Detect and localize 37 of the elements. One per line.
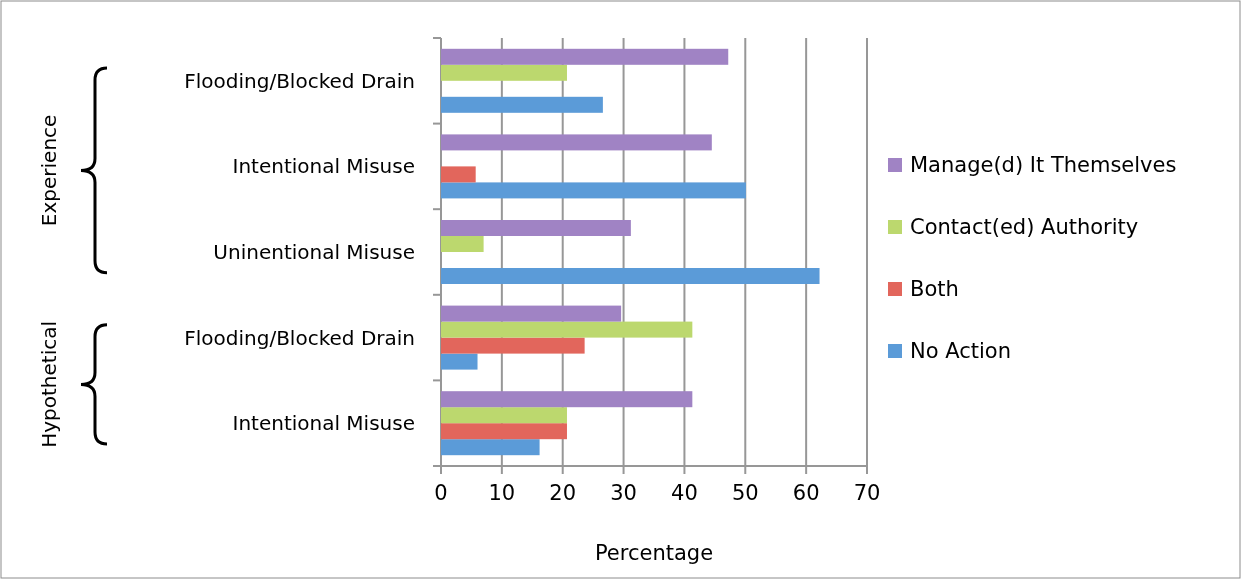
x-tick-label: 30 bbox=[610, 481, 637, 505]
bar bbox=[441, 423, 567, 440]
x-tick-label: 50 bbox=[731, 481, 759, 505]
bar bbox=[441, 64, 567, 81]
text: Experience bbox=[37, 114, 61, 227]
bar bbox=[441, 236, 484, 252]
bar bbox=[441, 439, 540, 456]
bar bbox=[441, 407, 567, 424]
x-tick-label: 0 bbox=[434, 481, 448, 505]
bar bbox=[441, 48, 729, 65]
x-tick-label: 40 bbox=[671, 481, 698, 505]
legend-label: No Action bbox=[910, 339, 1012, 363]
x-axis-title: Percentage bbox=[594, 541, 714, 565]
legend-label: Both bbox=[910, 277, 959, 301]
bar bbox=[441, 268, 820, 284]
y-tick-label: Flooding/Blocked Drain bbox=[184, 68, 415, 93]
bar bbox=[441, 337, 585, 354]
bar bbox=[441, 353, 478, 370]
x-tick-label: 60 bbox=[792, 481, 820, 505]
bar bbox=[441, 166, 476, 183]
x-tick-label: 70 bbox=[853, 481, 881, 505]
bar bbox=[441, 391, 693, 408]
bar bbox=[441, 182, 746, 199]
bar bbox=[441, 305, 622, 322]
bar bbox=[441, 134, 712, 151]
y-tick-label: Flooding/Blocked Drain bbox=[184, 325, 415, 350]
legend-label: Contact(ed) Authority bbox=[910, 215, 1139, 239]
legend-label: Manage(d) It Themselves bbox=[910, 153, 1177, 177]
bar bbox=[441, 321, 693, 338]
text: Hypothetical bbox=[37, 320, 61, 448]
y-tick-label: Intentional Misuse bbox=[232, 411, 415, 436]
bar bbox=[441, 220, 631, 236]
bar bbox=[441, 96, 603, 113]
y-tick-label: Intentional Misuse bbox=[232, 154, 415, 179]
x-tick-label: 10 bbox=[488, 481, 516, 505]
y-tick-label: Uninentional Misuse bbox=[213, 240, 415, 264]
x-tick-label: 20 bbox=[549, 481, 577, 505]
